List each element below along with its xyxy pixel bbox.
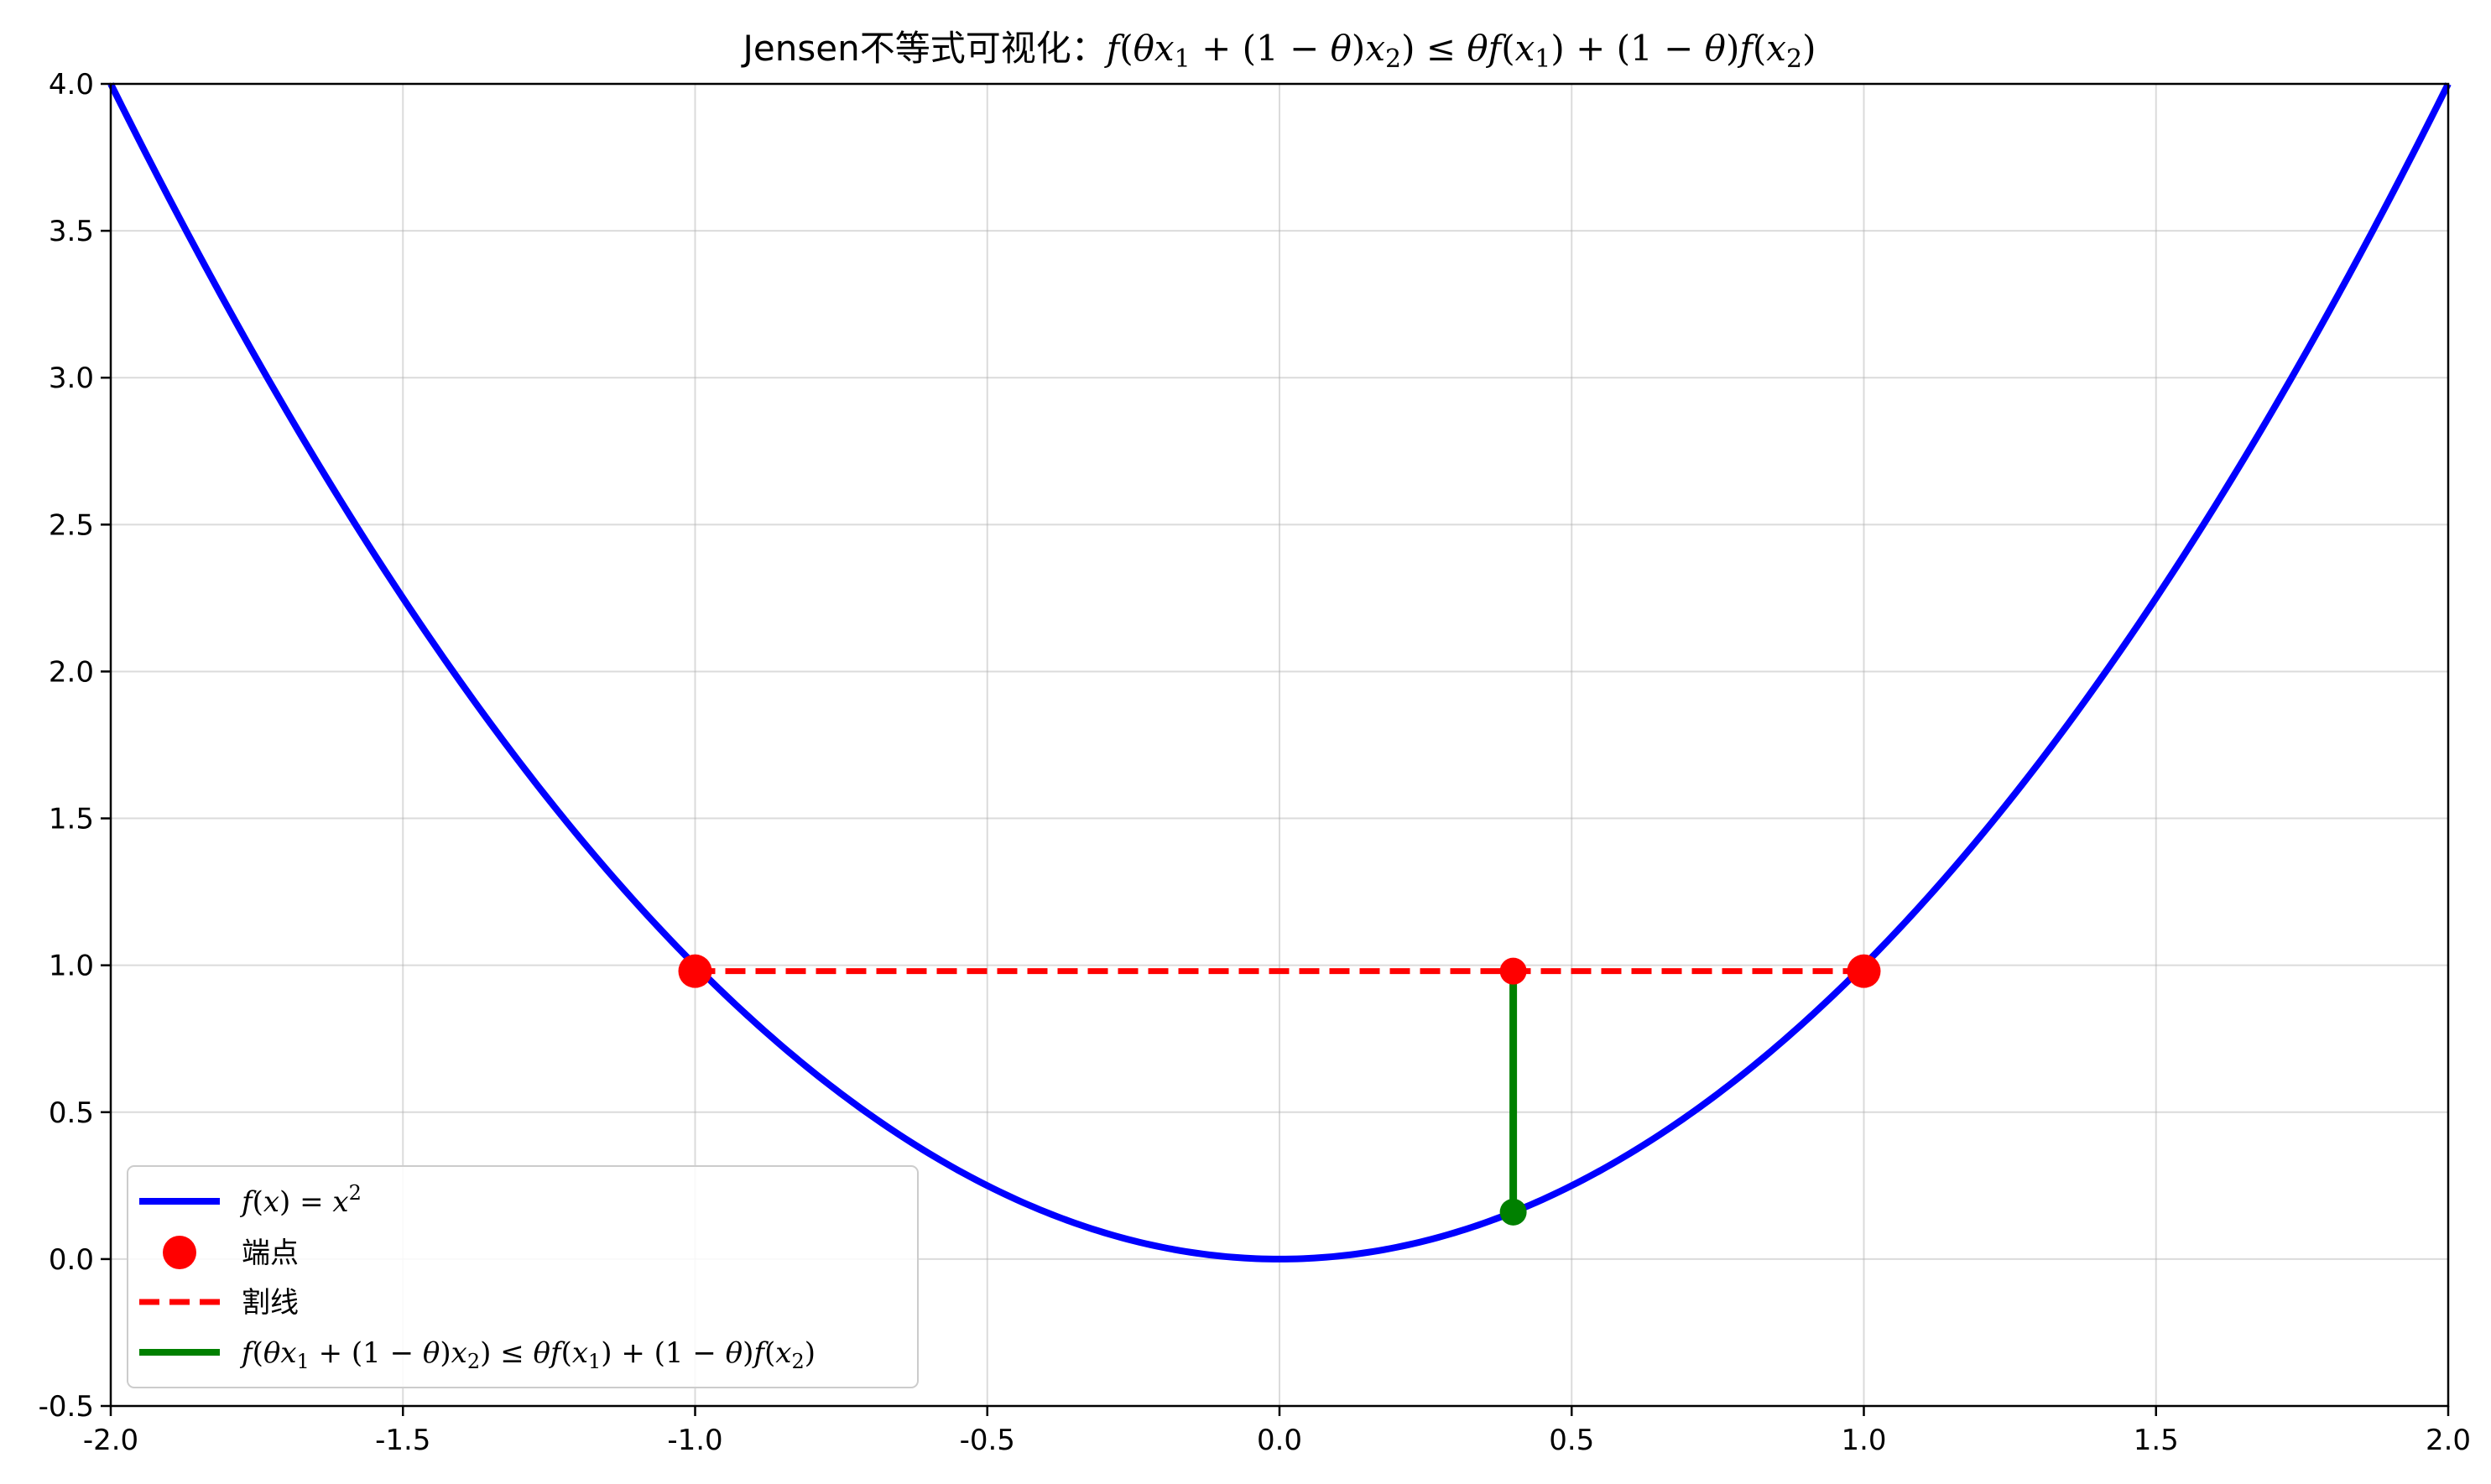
y-axis: -0.5 0.0 0.5 1.0 1.5 2.0 2.5 3.0 3.5 4.0 <box>39 68 111 1424</box>
legend: f(x) = x2 端点 割线 f(θx1 + (1 − θ)x2) ≤ θf(… <box>127 1165 919 1388</box>
chart-title: Jensen不等式可视化：f(θx1 + (1 − θ)x2) ≤ θf(x1)… <box>741 28 1816 74</box>
endpoint-marker <box>678 954 712 988</box>
legend-label-inequality: f(θx1 + (1 − θ)x2) ≤ θf(x1) + (1 − θ)f(x… <box>239 1336 816 1373</box>
legend-box <box>127 1165 919 1388</box>
y-tick-label: 0.0 <box>49 1243 94 1277</box>
curve-fx-x-squared <box>107 82 2452 1263</box>
y-tick-label: 1.0 <box>49 950 94 983</box>
y-tick-label: 2.0 <box>49 655 94 689</box>
legend-label-secant: 割线 <box>242 1286 299 1320</box>
x-tick-label: 0.5 <box>1549 1424 1594 1457</box>
point-marker <box>1499 957 1527 985</box>
chart-title-plain: Jensen不等式可视化： <box>741 28 1107 69</box>
legend-label-curve: f(x) = x2 <box>239 1181 362 1219</box>
x-tick-label: 1.0 <box>1841 1424 1886 1457</box>
y-tick-label: 1.5 <box>49 803 94 836</box>
y-tick-label: 3.0 <box>49 362 94 395</box>
x-tick-label: -1.5 <box>375 1424 430 1457</box>
x-tick-label: -1.0 <box>667 1424 722 1457</box>
x-tick-label: 2.0 <box>2426 1424 2471 1457</box>
x-tick-label: -0.5 <box>960 1424 1015 1457</box>
legend-label-endpoints: 端点 <box>242 1237 299 1270</box>
plot-area <box>107 82 2452 1263</box>
point-marker <box>1499 1198 1527 1226</box>
endpoint-marker <box>1847 954 1881 988</box>
y-tick-label: 2.5 <box>49 508 94 542</box>
y-tick-label: 3.5 <box>49 215 94 248</box>
x-tick-label: 1.5 <box>2134 1424 2179 1457</box>
legend-swatch-endpoints <box>163 1236 196 1269</box>
y-tick-label: 4.0 <box>49 68 94 102</box>
x-tick-label: -2.0 <box>83 1424 138 1457</box>
x-axis: -2.0 -1.5 -1.0 -0.5 0.0 0.5 1.0 1.5 2.0 <box>83 1406 2471 1457</box>
y-tick-label: -0.5 <box>39 1390 94 1424</box>
x-tick-label: 0.0 <box>1257 1424 1302 1457</box>
y-tick-label: 0.5 <box>49 1096 94 1130</box>
